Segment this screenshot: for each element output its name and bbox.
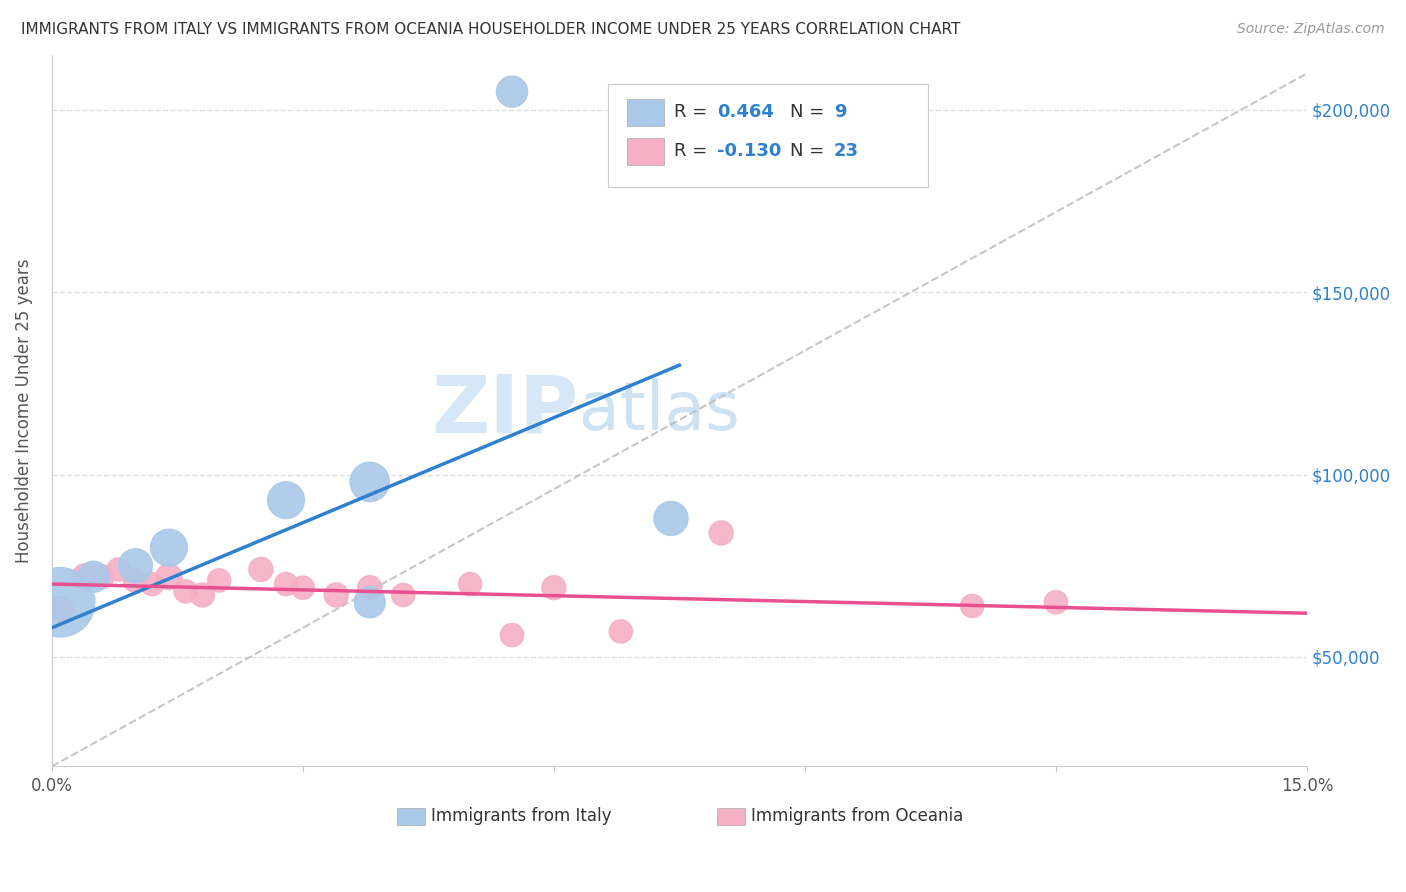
Point — [458, 577, 481, 591]
FancyBboxPatch shape — [396, 807, 425, 825]
Y-axis label: Householder Income Under 25 years: Householder Income Under 25 years — [15, 259, 32, 563]
FancyBboxPatch shape — [627, 98, 664, 126]
FancyBboxPatch shape — [717, 807, 745, 825]
Point — [124, 558, 146, 573]
Point — [610, 624, 633, 639]
Text: N =: N = — [790, 103, 830, 121]
Text: -0.130: -0.130 — [717, 142, 782, 161]
FancyBboxPatch shape — [607, 84, 928, 186]
Point — [141, 577, 163, 591]
Point — [1045, 595, 1067, 609]
Point — [392, 588, 415, 602]
Text: N =: N = — [790, 142, 830, 161]
Text: atlas: atlas — [579, 378, 740, 444]
Point — [208, 574, 231, 588]
Point — [49, 602, 72, 616]
Text: R =: R = — [675, 103, 713, 121]
Text: 23: 23 — [834, 142, 859, 161]
Text: Immigrants from Oceania: Immigrants from Oceania — [751, 807, 963, 825]
Point — [359, 595, 381, 609]
Text: Source: ZipAtlas.com: Source: ZipAtlas.com — [1237, 22, 1385, 37]
Point — [962, 599, 984, 613]
Point — [291, 581, 314, 595]
Point — [191, 588, 214, 602]
Point — [250, 562, 273, 576]
Point — [75, 570, 97, 584]
Point — [49, 595, 72, 609]
Text: Immigrants from Italy: Immigrants from Italy — [430, 807, 612, 825]
Text: 9: 9 — [834, 103, 846, 121]
Point — [174, 584, 197, 599]
Point — [107, 562, 129, 576]
Point — [501, 85, 523, 99]
Point — [543, 581, 565, 595]
Point — [359, 475, 381, 489]
Point — [157, 541, 180, 555]
Text: R =: R = — [675, 142, 713, 161]
Point — [501, 628, 523, 642]
Point — [124, 574, 146, 588]
Text: 0.464: 0.464 — [717, 103, 773, 121]
Point — [325, 588, 347, 602]
Point — [659, 511, 682, 525]
FancyBboxPatch shape — [627, 137, 664, 165]
Point — [274, 577, 297, 591]
Point — [83, 570, 105, 584]
Point — [274, 493, 297, 508]
Point — [157, 570, 180, 584]
Text: IMMIGRANTS FROM ITALY VS IMMIGRANTS FROM OCEANIA HOUSEHOLDER INCOME UNDER 25 YEA: IMMIGRANTS FROM ITALY VS IMMIGRANTS FROM… — [21, 22, 960, 37]
Text: ZIP: ZIP — [432, 372, 579, 450]
Point — [710, 525, 733, 540]
Point — [91, 570, 114, 584]
Point — [359, 581, 381, 595]
